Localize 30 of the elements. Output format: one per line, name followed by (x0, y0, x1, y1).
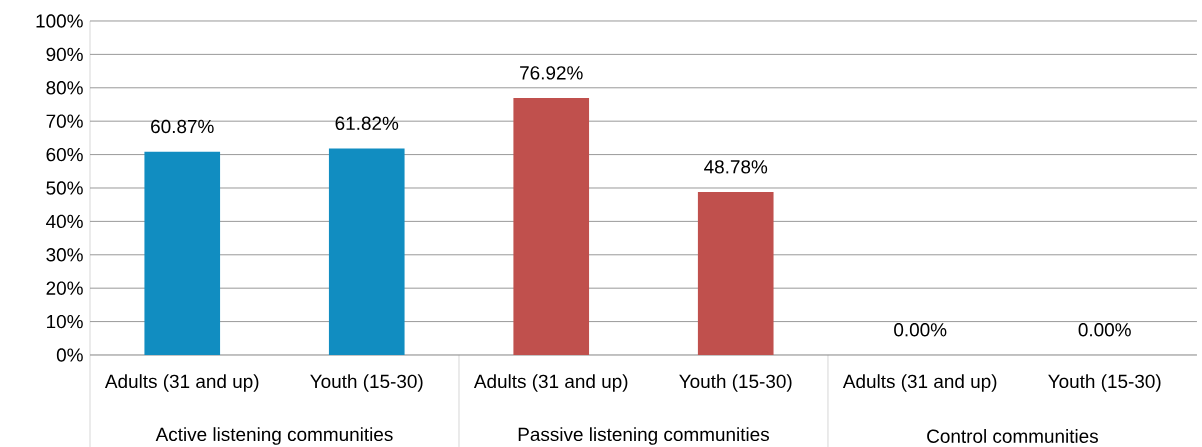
y-tick-label: 10% (47, 314, 83, 329)
x-tick-label: Adults (31 and up) (842, 374, 997, 392)
y-tick-label: 60% (46, 147, 83, 162)
bar (513, 98, 590, 355)
data-label: 60.87% (151, 119, 214, 134)
y-tick-label: 80% (46, 81, 83, 95)
text: Passive listening communities (518, 427, 769, 445)
y-tick-label: 40% (46, 214, 83, 229)
x-tick-label: Adults (31 and up) (104, 374, 259, 392)
text: Active listening communities (155, 427, 393, 445)
x-tick-label: Youth (15-30) (679, 374, 792, 392)
y-tick-label: 100% (36, 14, 83, 28)
data-label: 48.78% (704, 160, 768, 174)
bar (328, 148, 405, 355)
data-label: 61.82% (335, 116, 399, 130)
bar (697, 192, 774, 355)
y-tick-label: 70% (46, 114, 83, 128)
data-label: 0.00% (894, 323, 947, 337)
y-tick-label: 20% (46, 281, 83, 295)
y-tick-label: 90% (46, 47, 83, 62)
data-label: 0.00% (1078, 323, 1131, 337)
data-label: 76.92% (520, 66, 583, 80)
bar (144, 151, 221, 355)
y-tick-label: 50% (46, 181, 83, 195)
x-tick-label: Adults (31 and up) (473, 374, 628, 392)
y-tick-label: 30% (46, 248, 83, 262)
x-tick-label: Youth (15-30) (310, 374, 423, 392)
y-tick-label: 0% (56, 348, 83, 362)
x-tick-label: Youth (15-30) (1048, 374, 1161, 392)
text: Control communities (927, 429, 1098, 443)
